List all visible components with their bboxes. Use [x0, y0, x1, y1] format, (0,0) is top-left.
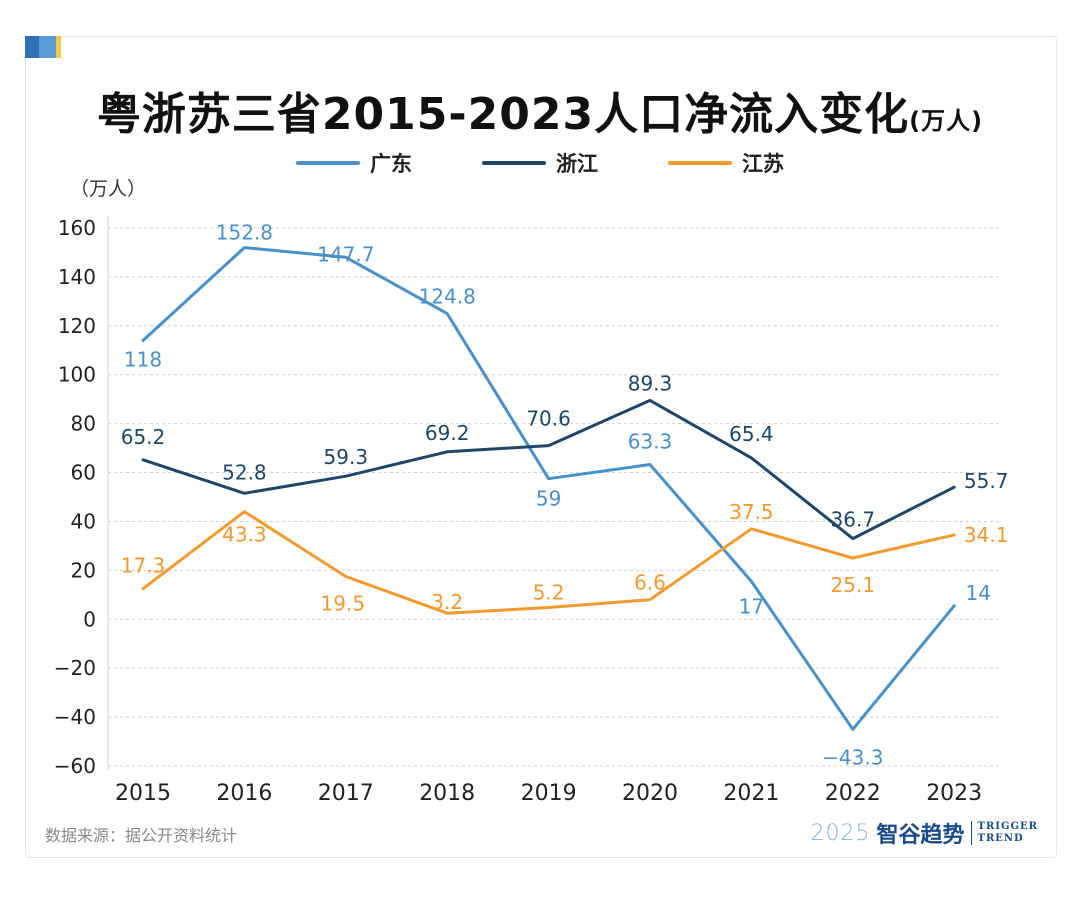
brand-en: TRIGGER TREND — [978, 821, 1038, 845]
x-tick-label: 2023 — [926, 781, 982, 806]
series-line-guangdong — [141, 246, 956, 731]
brand-name: 智谷趋势 — [876, 823, 965, 848]
y-tick-label: −40 — [54, 705, 96, 729]
corner-block-3 — [56, 36, 61, 58]
y-tick-label: 120 — [58, 314, 96, 338]
legend-swatch-jiangsu — [668, 161, 732, 165]
data-label: 65.4 — [729, 422, 774, 446]
legend-item-zhejiang: 浙江 — [482, 148, 598, 178]
legend: 广东 浙江 江苏 — [0, 148, 1080, 178]
x-tick-label: 2020 — [622, 781, 678, 806]
x-tick-label: 2018 — [419, 781, 475, 806]
data-label: 14 — [965, 581, 990, 605]
y-tick-label: 160 — [58, 216, 96, 240]
legend-label-guangdong: 广东 — [370, 152, 412, 176]
brand-en-line-1: TRIGGER — [977, 821, 1038, 832]
x-tick-label: 2022 — [825, 781, 881, 806]
y-tick-label: −60 — [54, 754, 96, 778]
data-label: −43.3 — [822, 745, 883, 769]
x-tick-label: 2016 — [216, 781, 272, 806]
legend-swatch-guangdong — [296, 161, 360, 165]
chart-title-unit: (万人) — [909, 107, 984, 135]
chart-title-text: 粤浙苏三省2015-2023人口净流入变化 — [96, 89, 910, 140]
legend-item-guangdong: 广东 — [296, 148, 412, 178]
data-label: 124.8 — [419, 285, 476, 309]
y-tick-label: 40 — [71, 509, 96, 533]
data-label: 34.1 — [964, 523, 1009, 547]
data-label: 5.2 — [533, 581, 565, 605]
data-label: 59.3 — [324, 445, 369, 469]
brand-separator — [970, 821, 972, 845]
data-label: 17.3 — [121, 554, 166, 578]
legend-item-jiangsu: 江苏 — [668, 148, 784, 178]
brand-en-line-2: TREND — [977, 833, 1024, 844]
data-label: 19.5 — [321, 591, 366, 615]
data-label: 25.1 — [831, 573, 876, 597]
data-label: 52.8 — [222, 460, 267, 484]
data-label: 147.7 — [317, 242, 374, 266]
data-label: 69.2 — [425, 421, 470, 445]
series-line-zhejiang — [141, 398, 956, 541]
data-label: 59 — [536, 487, 561, 511]
x-tick-label: 2019 — [521, 781, 577, 806]
data-label: 43.3 — [222, 523, 267, 547]
series-line-jiangsu — [141, 510, 956, 615]
y-tick-label: −20 — [54, 656, 96, 680]
data-label: 118 — [124, 347, 162, 371]
data-label: 152.8 — [216, 221, 273, 245]
legend-swatch-zhejiang — [482, 161, 546, 165]
data-label: 6.6 — [634, 571, 666, 595]
data-label: 70.6 — [526, 407, 571, 431]
y-axis-unit-label: （万人） — [70, 178, 146, 200]
y-tick-label: 80 — [71, 412, 96, 436]
y-tick-label: 0 — [83, 607, 96, 631]
y-tick-label: 60 — [71, 461, 96, 485]
data-label: 63.3 — [628, 429, 673, 453]
data-label: 65.2 — [121, 425, 166, 449]
legend-label-zhejiang: 浙江 — [556, 152, 598, 176]
corner-block-2 — [39, 36, 56, 58]
y-tick-label: 100 — [58, 363, 96, 387]
data-label: 37.5 — [729, 500, 774, 524]
data-label: 3.2 — [431, 590, 463, 614]
data-label: 36.7 — [831, 508, 876, 532]
data-label: 55.7 — [964, 469, 1009, 493]
data-label: 17 — [739, 594, 764, 618]
data-label: 89.3 — [628, 371, 673, 395]
brand-logo: 2025 智谷趋势 TRIGGER TREND — [811, 817, 1038, 849]
data-source-note: 数据来源：据公开资料统计 — [45, 826, 238, 845]
x-tick-label: 2021 — [723, 781, 779, 806]
brand-year: 2025 — [810, 820, 871, 846]
y-tick-label: 140 — [58, 265, 96, 289]
x-tick-label: 2017 — [318, 781, 374, 806]
legend-label-jiangsu: 江苏 — [742, 152, 784, 176]
x-tick-label: 2015 — [115, 781, 171, 806]
corner-block-1 — [25, 36, 39, 58]
y-tick-label: 20 — [71, 558, 96, 582]
chart-title: 粤浙苏三省2015-2023人口净流入变化(万人) — [0, 78, 1080, 142]
corner-decoration — [25, 36, 61, 58]
